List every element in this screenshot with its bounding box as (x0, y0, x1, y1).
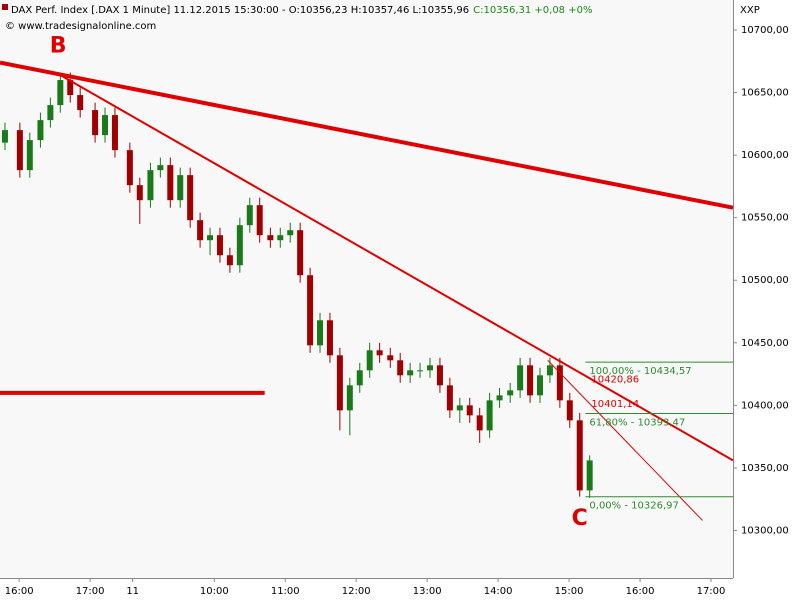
trend-line (59, 74, 734, 462)
candle-body (136, 185, 143, 201)
x-tick-label: 13:00 (413, 586, 442, 597)
candle-body (207, 235, 214, 241)
candle-body (356, 370, 363, 386)
candle-body (92, 110, 99, 136)
title-icon (2, 4, 8, 10)
candle-body (197, 220, 204, 241)
x-tick-label: 10:00 (200, 586, 229, 597)
plot-background (0, 0, 733, 578)
candle-body (456, 405, 463, 411)
candle-body (177, 175, 184, 201)
candle-body (417, 370, 424, 372)
candle-body (167, 165, 174, 201)
candle-body (317, 320, 324, 346)
candle-body (496, 395, 503, 401)
candle-body (246, 205, 253, 226)
candle-body (326, 320, 333, 356)
candle-body (546, 365, 553, 376)
candle-body (517, 365, 524, 391)
fib-label: 61,80% - 10393,47 (589, 418, 685, 429)
fib-label: 0,00% - 10326,97 (589, 501, 678, 512)
y-tick-label: 10700,00 (741, 25, 789, 36)
candle-body (102, 115, 109, 136)
candle-body (47, 105, 54, 121)
x-tick-label: 14:00 (484, 586, 513, 597)
candle-body (556, 365, 563, 401)
candle-body (297, 230, 304, 276)
candle-body (236, 225, 243, 266)
candle-body (226, 255, 233, 266)
candle-body (187, 175, 194, 221)
candle-body (376, 350, 383, 356)
y-tick-label: 10600,00 (741, 150, 789, 161)
candle-body (576, 420, 583, 491)
candle-body (126, 150, 133, 186)
candle-body (77, 95, 84, 111)
price-label: 10420,86 (591, 374, 639, 385)
candle-body (366, 350, 373, 371)
x-tick-label: 11 (126, 586, 139, 597)
point-label: C (572, 506, 588, 531)
candle-body (586, 460, 593, 491)
candle-body (446, 385, 453, 411)
candle-body (486, 400, 493, 431)
candle-body (57, 80, 64, 106)
trend-line (0, 60, 734, 210)
candle-body (277, 235, 284, 241)
candle-body (536, 375, 543, 396)
x-tick-label: 16:00 (5, 586, 34, 597)
axis-label: XXP (740, 5, 760, 16)
candle-body (346, 385, 353, 411)
y-tick-label: 10300,00 (741, 525, 789, 536)
trend-line (547, 359, 703, 521)
candle-body (566, 400, 573, 421)
x-tick-label: 15:00 (555, 586, 584, 597)
candle-body (267, 235, 274, 241)
candle-body (67, 80, 74, 96)
candle-body (111, 115, 118, 151)
candle-body (507, 390, 514, 396)
candle-body (147, 170, 154, 201)
candle-body (466, 405, 473, 416)
x-tick-label: 17:00 (76, 586, 105, 597)
y-tick-label: 10650,00 (741, 88, 789, 99)
title-change: C:10356,31 +0,08 +0% (473, 5, 592, 16)
chart-subtitle: © www.tradesignalonline.com (5, 21, 156, 32)
candle-body (157, 165, 164, 171)
candle-body (476, 415, 483, 431)
candle-body (397, 360, 404, 376)
candle-body (527, 365, 534, 396)
y-tick-label: 10500,00 (741, 275, 789, 286)
candle-body (1, 130, 8, 143)
candle-body (216, 235, 223, 256)
candle-body (26, 140, 33, 171)
x-tick-label: 16:00 (626, 586, 655, 597)
point-label: B (50, 33, 67, 58)
x-tick-label: 17:00 (697, 586, 726, 597)
candle-body (336, 355, 343, 411)
candle-body (436, 365, 443, 386)
candle-body (307, 275, 314, 346)
candle-body (287, 230, 294, 236)
candle-body (16, 130, 23, 171)
y-tick-label: 10550,00 (741, 213, 789, 224)
chart-title: DAX Perf. Index [.DAX 1 Minute] 11.12.20… (11, 5, 469, 16)
fib-label: 100,00% - 10434,57 (589, 366, 691, 377)
candle-body (256, 205, 263, 236)
y-tick-label: 10400,00 (741, 400, 789, 411)
candle-body (407, 370, 414, 376)
candle-body (37, 120, 44, 141)
candle-body (427, 365, 434, 371)
candle-body (387, 355, 394, 361)
x-tick-label: 11:00 (271, 586, 300, 597)
price-label: 10401,14 (591, 399, 639, 410)
y-tick-label: 10350,00 (741, 463, 789, 474)
x-tick-label: 12:00 (342, 586, 371, 597)
y-tick-label: 10450,00 (741, 338, 789, 349)
